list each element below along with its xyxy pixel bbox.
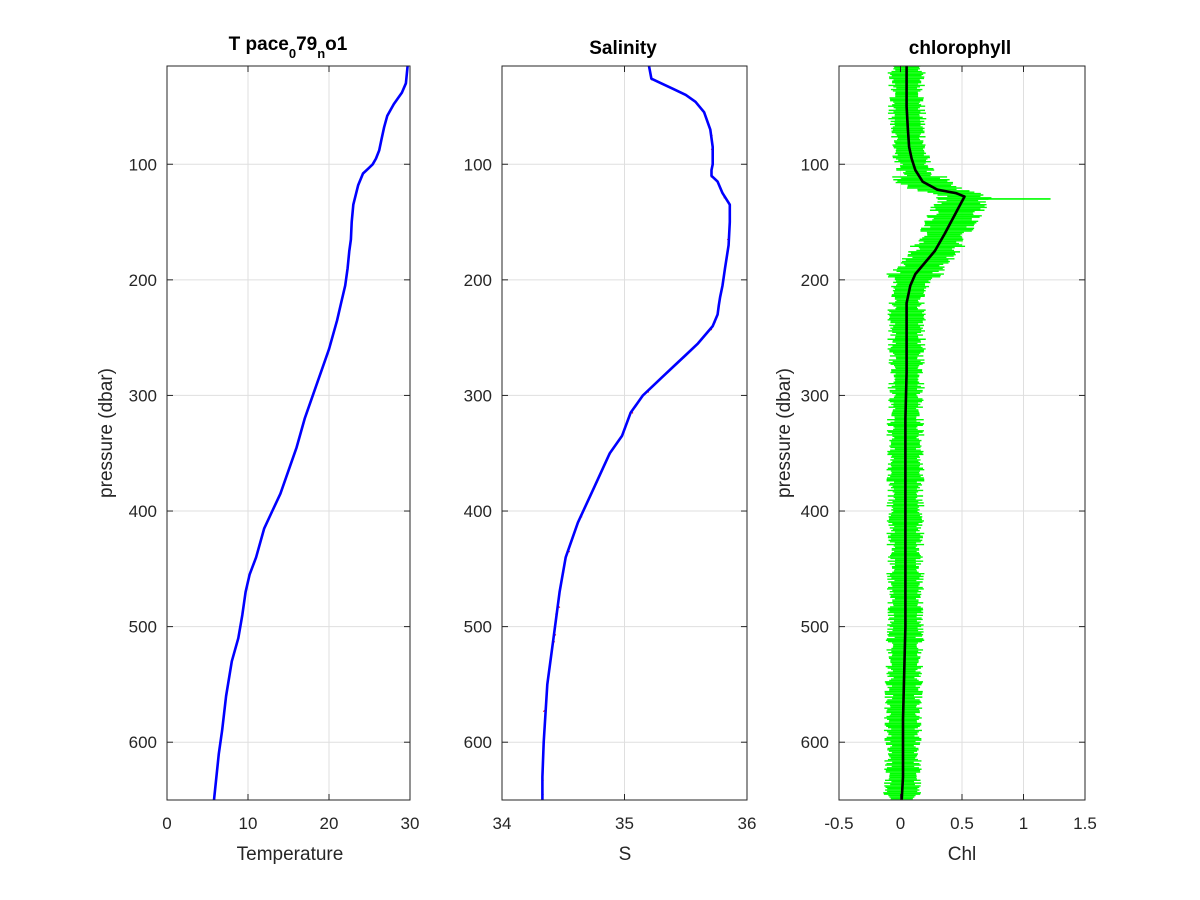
chlorophyll-ytick-label: 100 — [801, 155, 829, 174]
salinity-ytick-label: 300 — [464, 386, 492, 405]
temperature-xtick-label: 10 — [239, 814, 258, 833]
chlorophyll-xtick-label: 1 — [1019, 814, 1028, 833]
salinity-xtick-label: 36 — [738, 814, 757, 833]
chlorophyll-xtick-label: 0 — [896, 814, 905, 833]
chlorophyll-series-line — [900, 66, 966, 800]
temperature-ytick-label: 400 — [129, 502, 157, 521]
salinity-ytick-label: 500 — [464, 618, 492, 637]
salinity-series-line — [541, 66, 732, 800]
chlorophyll-xtick-label: -0.5 — [824, 814, 853, 833]
temperature-xtick-label: 0 — [162, 814, 171, 833]
chlorophyll-title: chlorophyll — [909, 38, 1011, 59]
chlorophyll-ytick-label: 300 — [801, 386, 829, 405]
salinity-data — [541, 66, 732, 800]
salinity-title: Salinity — [589, 38, 657, 59]
salinity-panel: Salinity S 34 35 36 100 200 300 400 500 600 — [464, 38, 757, 865]
salinity-ytick-label: 400 — [464, 502, 492, 521]
temperature-title: T pace079no1 — [229, 34, 348, 61]
salinity-xtick-label: 34 — [493, 814, 512, 833]
salinity-xtick-label: 35 — [615, 814, 634, 833]
temperature-data — [212, 66, 409, 800]
salinity-ytick-label: 200 — [464, 271, 492, 290]
chlorophyll-ylabel: pressure (dbar) — [774, 368, 795, 498]
salinity-xlabel: S — [619, 844, 632, 865]
chlorophyll-xlabel: Chl — [948, 844, 977, 865]
temperature-ylabel: pressure (dbar) — [96, 368, 117, 498]
temperature-ytick-label: 300 — [129, 386, 157, 405]
temperature-panel: T pace079no1 Temperature pressure (dbar)… — [96, 34, 419, 865]
salinity-ytick-label: 100 — [464, 155, 492, 174]
temperature-series-line — [212, 66, 409, 800]
temperature-xtick-label: 20 — [320, 814, 339, 833]
temperature-axes-box — [166, 65, 411, 801]
chlorophyll-panel: chlorophyll Chl pressure (dbar) -0.5 0 0.5… — [774, 38, 1097, 865]
temperature-ytick-label: 200 — [129, 271, 157, 290]
temperature-ytick-label: 100 — [129, 155, 157, 174]
temperature-ytick-label: 500 — [129, 618, 157, 637]
chlorophyll-ytick-label: 600 — [801, 733, 829, 752]
temperature-xlabel: Temperature — [237, 844, 344, 865]
salinity-ytick-label: 600 — [464, 733, 492, 752]
chlorophyll-xtick-label: 1.5 — [1073, 814, 1097, 833]
chlorophyll-xtick-label: 0.5 — [950, 814, 974, 833]
chlorophyll-ytick-label: 200 — [801, 271, 829, 290]
temperature-xtick-label: 30 — [401, 814, 420, 833]
temperature-ytick-label: 600 — [129, 733, 157, 752]
chlorophyll-ytick-label: 500 — [801, 618, 829, 637]
chlorophyll-data — [883, 66, 1051, 800]
chlorophyll-ytick-label: 400 — [801, 502, 829, 521]
